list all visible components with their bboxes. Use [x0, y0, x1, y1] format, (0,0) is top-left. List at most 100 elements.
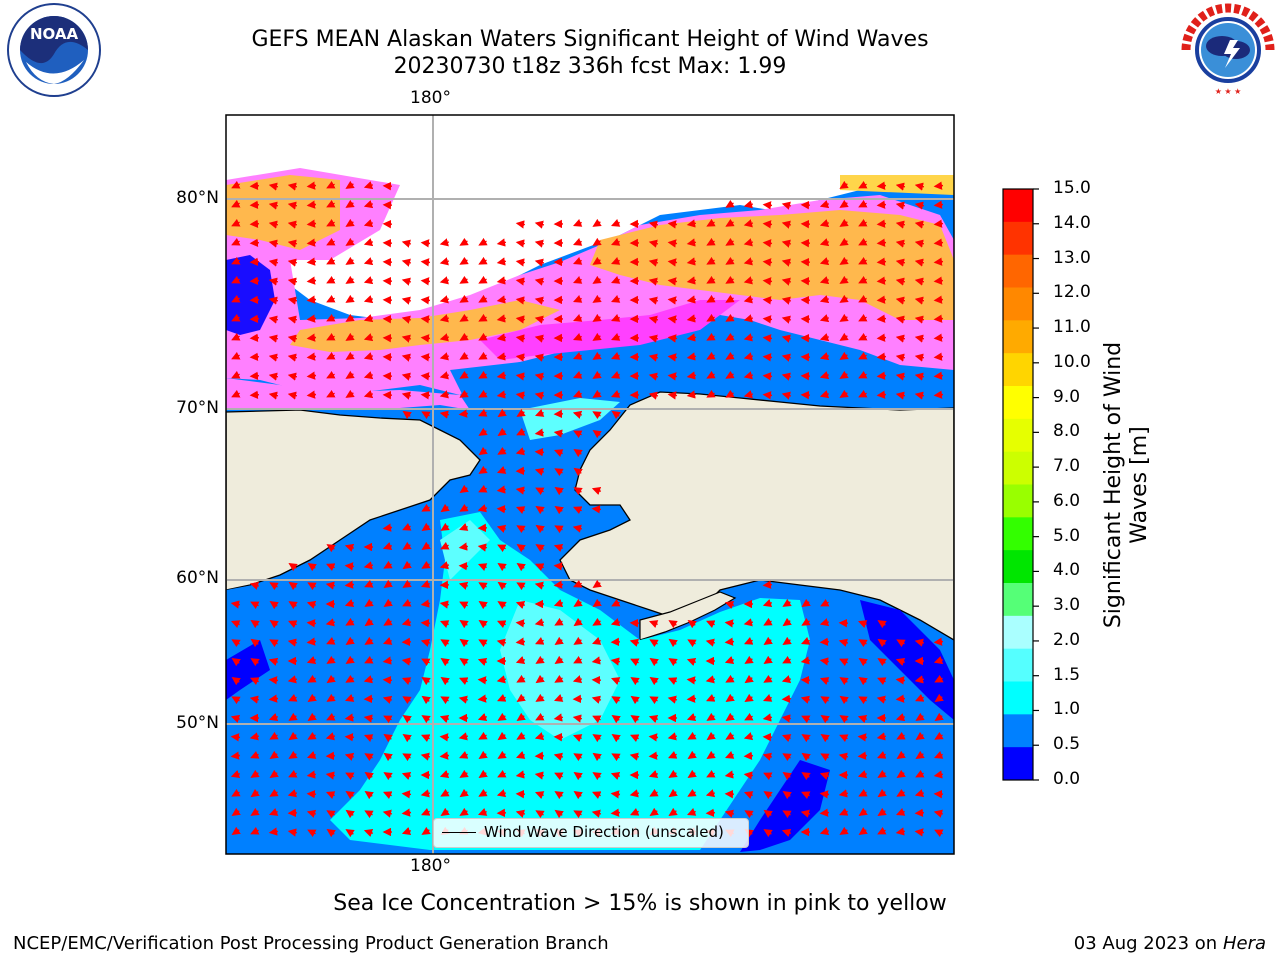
colorbar-label: 15.0 [1053, 178, 1091, 198]
wave-direction-arrow [611, 696, 621, 705]
wave-direction-arrow [459, 313, 469, 322]
wave-direction-arrow [858, 294, 868, 303]
wave-direction-arrow [838, 752, 849, 761]
wave-direction-arrow [402, 715, 412, 724]
colorbar-segment [1003, 254, 1033, 288]
wave-direction-arrow [877, 658, 887, 667]
lon-tick-top: 180° [410, 88, 451, 108]
wave-direction-arrow [914, 315, 925, 324]
wave-direction-arrow [458, 695, 469, 704]
wave-direction-arrow [743, 732, 754, 741]
wave-direction-arrow [477, 504, 488, 513]
wave-direction-arrow [914, 296, 925, 305]
wave-direction-arrow [420, 258, 431, 267]
wave-direction-arrow [877, 826, 887, 835]
wave-direction-arrow [478, 427, 488, 436]
wave-direction-arrow [725, 237, 735, 246]
wave-direction-arrow [648, 353, 659, 362]
wave-direction-arrow [744, 674, 754, 684]
wave-direction-arrow [306, 371, 317, 380]
wave-direction-arrow [648, 391, 659, 400]
wave-direction-arrow [401, 372, 412, 381]
wave-direction-arrow [459, 638, 469, 648]
wave-direction-arrow [268, 258, 279, 267]
wave-direction-arrow [725, 674, 735, 683]
wave-direction-arrow [497, 693, 507, 702]
wave-direction-arrow [231, 218, 241, 227]
wave-direction-arrow [364, 636, 374, 645]
wave-direction-arrow [535, 544, 545, 553]
wave-direction-arrow [268, 372, 279, 381]
wave-direction-arrow [382, 676, 393, 685]
wave-direction-arrow [687, 731, 697, 740]
graticule [226, 115, 954, 854]
wave-direction-arrow [553, 543, 564, 552]
wave-direction-arrow [668, 750, 678, 759]
wave-direction-arrow [269, 731, 279, 740]
wave-direction-arrow [534, 372, 545, 381]
wave-direction-arrow [611, 332, 621, 341]
wave-direction-arrow [287, 391, 298, 400]
wave-direction-arrow [820, 598, 830, 607]
wave-direction-arrow [554, 468, 564, 477]
wave-direction-arrow [686, 657, 697, 666]
wave-direction-arrow [839, 256, 849, 265]
wave-direction-arrow [288, 712, 298, 721]
wave-direction-arrow [401, 790, 412, 799]
wave-direction-arrow [725, 275, 735, 284]
wave-direction-arrow [439, 714, 450, 723]
wave-direction-arrow [914, 638, 925, 647]
wave-direction-arrow [306, 181, 317, 190]
wave-direction-arrow [819, 333, 830, 342]
wave-direction-arrow [573, 810, 583, 819]
colorbar-label: 12.0 [1053, 282, 1091, 303]
wave-direction-arrow [268, 334, 279, 343]
wave-direction-arrow [287, 201, 298, 210]
wave-direction-arrow [819, 371, 830, 380]
wave-direction-arrow [668, 620, 678, 629]
wave-direction-arrow [515, 258, 526, 267]
wave-direction-arrow [515, 220, 526, 229]
wave-direction-arrow [839, 734, 849, 743]
wave-direction-arrow [421, 715, 431, 724]
wave-direction-arrow [648, 315, 659, 324]
wave-direction-arrow [895, 694, 906, 703]
wave-direction-arrow [762, 599, 773, 608]
wave-direction-arrow [667, 220, 678, 229]
wave-direction-arrow [231, 294, 241, 303]
wave-direction-arrow [401, 334, 412, 343]
wave-direction-arrow [781, 334, 792, 343]
wave-direction-arrow [724, 656, 735, 665]
wave-direction-arrow [686, 219, 697, 228]
wave-direction-arrow [496, 789, 507, 798]
wave-direction-arrow [914, 789, 925, 798]
wave-direction-arrow [914, 277, 925, 286]
wave-direction-arrow [516, 582, 526, 591]
wave-direction-arrow [743, 219, 754, 228]
wave-direction-arrow [876, 219, 887, 228]
wave-direction-arrow [611, 598, 621, 607]
wave-direction-arrow [363, 390, 374, 399]
wave-direction-arrow [801, 791, 811, 800]
wave-direction-arrow [554, 525, 564, 534]
wave-direction-arrow [630, 715, 640, 724]
sea-ice-orange-west [226, 175, 340, 250]
wave-direction-arrow [535, 636, 545, 645]
wave-direction-arrow [781, 675, 792, 684]
wave-direction-arrow [914, 258, 925, 267]
wave-direction-arrow [250, 620, 260, 629]
wave-direction-arrow [306, 314, 317, 323]
wave-direction-arrow [326, 810, 336, 819]
wave-direction-arrow [268, 353, 279, 362]
wave-direction-arrow [345, 180, 355, 189]
wave-direction-arrow [933, 200, 944, 209]
colorbar-label: 7.0 [1053, 456, 1081, 477]
wave-direction-arrow [592, 430, 602, 439]
wave-direction-arrow [934, 693, 944, 702]
wave-direction-arrow [249, 352, 260, 361]
wave-direction-arrow [382, 636, 393, 645]
wave-direction-arrow [667, 277, 678, 286]
wave-direction-arrow [363, 333, 374, 342]
wave-direction-arrow [858, 332, 868, 341]
wave-direction-arrow [592, 617, 602, 626]
